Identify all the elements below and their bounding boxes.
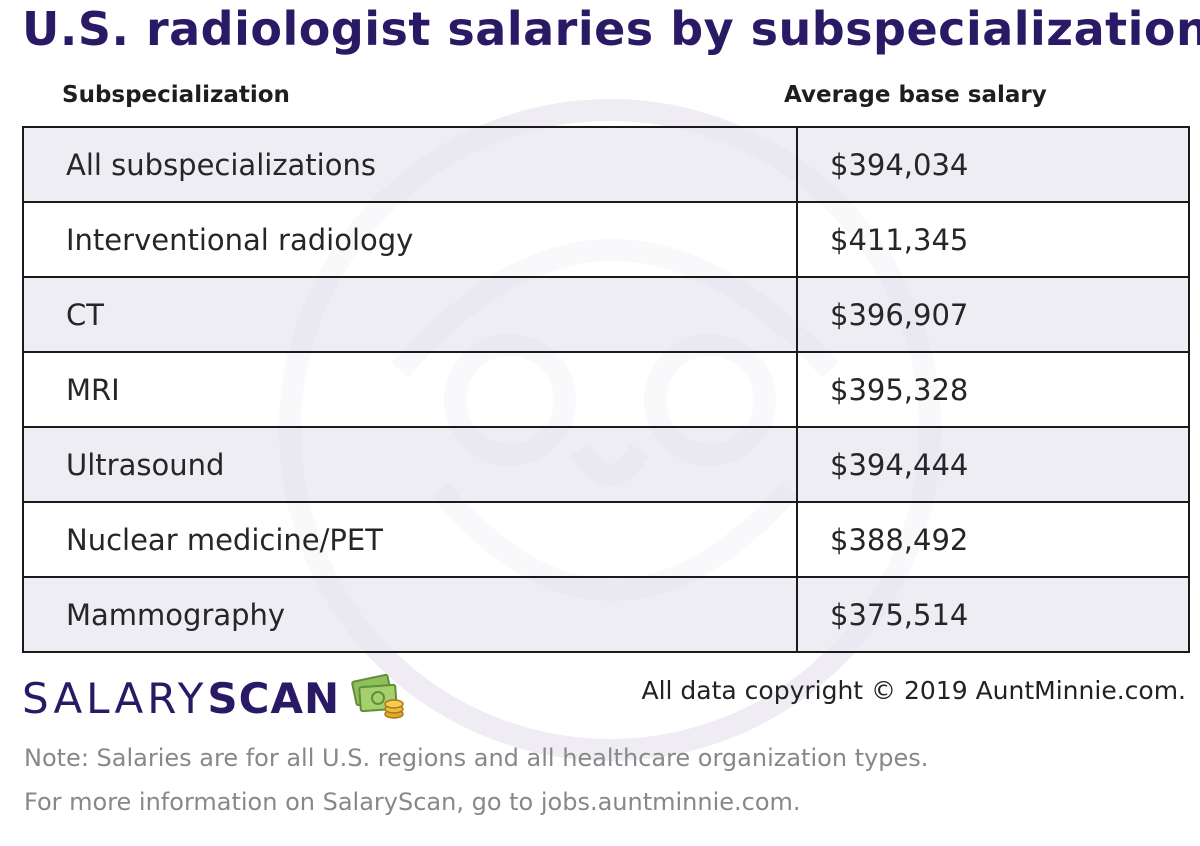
table-row: MRI $395,328 [22,351,1190,428]
subspecialization-cell: MRI [22,351,798,428]
salary-cell: $394,444 [796,426,1190,503]
logo-text-scan: SCAN [207,673,341,723]
table-row: Nuclear medicine/PET $388,492 [22,501,1190,578]
copyright-text: All data copyright © 2019 AuntMinnie.com… [641,676,1186,705]
table-row: All subspecializations $394,034 [22,126,1190,203]
table-row: Mammography $375,514 [22,576,1190,653]
salaryscan-logo: SALARY SCAN [22,672,406,724]
table-row: Ultrasound $394,444 [22,426,1190,503]
subspecialization-cell: Interventional radiology [22,201,798,278]
salary-cell: $411,345 [796,201,1190,278]
subspecialization-cell: Nuclear medicine/PET [22,501,798,578]
subspecialization-cell: Ultrasound [22,426,798,503]
column-header-average-base-salary: Average base salary [784,82,1047,108]
salary-cell: $396,907 [796,276,1190,353]
logo-text-salary: SALARY [22,673,208,723]
table-row: CT $396,907 [22,276,1190,353]
money-icon [351,673,404,719]
salary-table: All subspecializations $394,034 Interven… [22,126,1190,653]
subspecialization-cell: CT [22,276,798,353]
salary-cell: $375,514 [796,576,1190,653]
subspecialization-cell: Mammography [22,576,798,653]
salary-cell: $388,492 [796,501,1190,578]
table-row: Interventional radiology $411,345 [22,201,1190,278]
more-info-text: For more information on SalaryScan, go t… [24,788,801,816]
note-text: Note: Salaries are for all U.S. regions … [24,744,929,772]
salary-cell: $394,034 [796,126,1190,203]
subspecialization-cell: All subspecializations [22,126,798,203]
column-header-subspecialization: Subspecialization [62,82,290,108]
salary-cell: $395,328 [796,351,1190,428]
page-title: U.S. radiologist salaries by subspeciali… [22,2,1200,56]
